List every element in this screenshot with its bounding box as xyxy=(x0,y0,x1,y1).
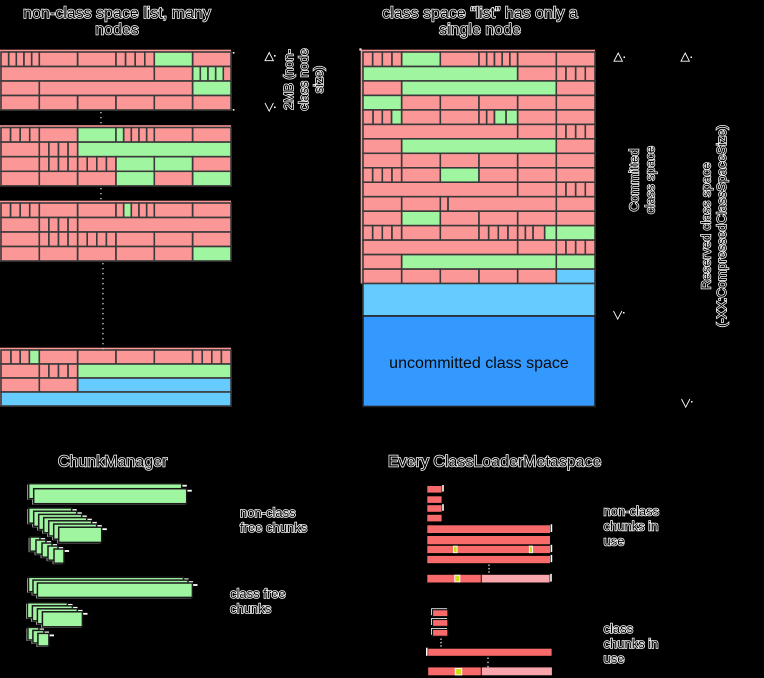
svg-text:non-class space list, many: non-class space list, many xyxy=(23,5,211,22)
svg-text:use: use xyxy=(604,534,625,549)
svg-text:chunks in: chunks in xyxy=(604,636,659,651)
svg-text:nodes: nodes xyxy=(95,22,139,39)
svg-text:Reserved class space: Reserved class space xyxy=(699,162,714,289)
svg-text:size): size) xyxy=(311,66,326,93)
svg-text:chunks: chunks xyxy=(230,601,272,616)
svg-text:ChunkManager: ChunkManager xyxy=(58,454,168,471)
svg-text:class node: class node xyxy=(296,48,311,110)
svg-text:single node: single node xyxy=(439,22,521,39)
svg-text:Committed: Committed xyxy=(627,149,642,212)
svg-text:non-class: non-class xyxy=(240,505,296,520)
svg-text:use: use xyxy=(604,651,625,666)
svg-text:(-XX:CompressedClassSpaceSize): (-XX:CompressedClassSpaceSize) xyxy=(714,125,729,327)
svg-text:class: class xyxy=(604,621,634,636)
svg-text:uncommitted class space: uncommitted class space xyxy=(389,355,569,372)
svg-text:class free: class free xyxy=(230,586,286,601)
svg-text:class space “list” has only a: class space “list” has only a xyxy=(382,5,578,22)
svg-text:Every ClassLoaderMetaspace: Every ClassLoaderMetaspace xyxy=(388,454,602,471)
svg-text:class space: class space xyxy=(643,146,658,214)
svg-text:2MB (non-: 2MB (non- xyxy=(281,49,296,110)
svg-text:chunks in: chunks in xyxy=(604,519,659,534)
svg-text:non-class: non-class xyxy=(604,504,660,519)
svg-text:free chunks: free chunks xyxy=(240,520,308,535)
